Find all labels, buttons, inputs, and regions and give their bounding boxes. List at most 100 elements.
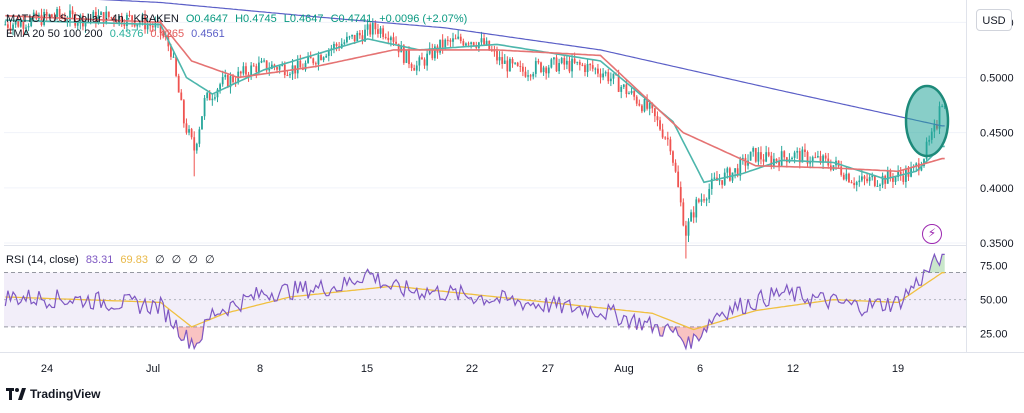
symbol-title[interactable]: MATIC / U.S. Dollar · 4h · KRAKEN <box>6 13 179 25</box>
candle-body <box>796 151 799 153</box>
candle-body <box>226 75 229 88</box>
tradingview-logo[interactable]: TradingView <box>6 386 100 402</box>
candle-body <box>423 59 426 66</box>
candle-body <box>82 15 84 27</box>
candle-body <box>377 29 379 34</box>
rsi-tick-label: 50.00 <box>980 295 1008 307</box>
low-value: L0.4647 <box>283 13 324 25</box>
candle-body <box>462 41 465 46</box>
ema-legend[interactable]: EMA 20 50 100 200 0.4376 0.4265 0.4561 <box>6 27 229 41</box>
candle-body <box>571 58 573 72</box>
candle-body <box>752 147 755 152</box>
close-value: C0.4741 <box>330 13 373 25</box>
candle-body <box>159 20 162 34</box>
lightning-icon[interactable]: ⚡ <box>922 224 942 244</box>
candle-body <box>736 168 739 176</box>
candle-body <box>594 68 597 70</box>
candle-body <box>804 149 806 153</box>
candle-body <box>529 75 532 77</box>
candle-body <box>793 152 796 158</box>
candle-body <box>74 14 77 26</box>
candle-body <box>568 60 571 72</box>
candle-body <box>775 158 778 161</box>
candle-body <box>760 152 762 160</box>
candle-body <box>289 74 291 76</box>
candle-body <box>309 56 312 59</box>
candle-body <box>597 68 599 74</box>
candle-body <box>356 32 359 42</box>
candle-body <box>268 68 271 71</box>
candle-body <box>195 143 198 151</box>
ema-label: EMA 20 50 100 200 <box>6 28 103 40</box>
candle-body <box>379 28 382 34</box>
candle-body <box>71 10 74 15</box>
candle-body <box>472 42 475 46</box>
candle-body <box>480 38 483 43</box>
candle-body <box>860 176 863 181</box>
candle-body <box>45 11 48 16</box>
candle-body <box>206 92 209 99</box>
candle-body <box>369 24 372 35</box>
candle-body <box>325 55 328 58</box>
candle-body <box>578 61 581 65</box>
candle-body <box>229 76 232 88</box>
candle-body <box>589 64 592 66</box>
candle-body <box>208 92 211 101</box>
rsi-legend[interactable]: RSI (14, close) 83.31 69.83 ∅ ∅ ∅ ∅ <box>6 253 219 267</box>
rsi-ma-value: 69.83 <box>120 254 148 266</box>
candle-body <box>203 98 206 117</box>
time-tick-label: 6 <box>697 363 703 375</box>
candle-body <box>4 24 7 26</box>
candle-body <box>669 139 672 152</box>
candle-body <box>778 160 780 166</box>
candle-body <box>343 42 346 44</box>
candle-body <box>822 155 824 163</box>
candle-body <box>754 147 757 162</box>
candle-body <box>915 163 918 167</box>
candle-body <box>845 173 848 180</box>
candle-body <box>545 67 548 74</box>
candle-body <box>452 38 454 42</box>
candle-body <box>620 86 623 92</box>
symbol-legend[interactable]: MATIC / U.S. Dollar · 4h · KRAKEN O0.464… <box>6 12 471 26</box>
candle-body <box>581 64 584 66</box>
candle-body <box>560 57 563 64</box>
candle-body <box>664 137 667 139</box>
candle-body <box>563 57 566 65</box>
candle-body <box>221 77 224 85</box>
candle-body <box>868 177 871 182</box>
candle-body <box>521 66 524 72</box>
candle-body <box>651 103 654 109</box>
candle-body <box>446 39 449 41</box>
candle-body <box>705 199 708 201</box>
candle-body <box>418 57 421 66</box>
open-value: O0.4647 <box>185 13 229 25</box>
candle-body <box>444 39 447 48</box>
currency-button[interactable]: USD <box>976 9 1012 31</box>
rsi-line <box>4 252 945 351</box>
candle-body <box>9 27 12 31</box>
candle-body <box>695 199 698 218</box>
candle-body <box>635 96 638 104</box>
time-tick-label: Aug <box>614 363 634 375</box>
candle-body <box>741 157 744 160</box>
candle-body <box>185 123 188 133</box>
candle-body <box>100 12 102 16</box>
candle-body <box>496 50 498 61</box>
candle-body <box>516 62 519 66</box>
candle-body <box>433 46 436 59</box>
high-value: H0.4745 <box>235 13 277 25</box>
candle-body <box>35 12 38 19</box>
price-tick-label: 0.5000 <box>980 73 1014 85</box>
candle-body <box>648 103 651 109</box>
candle-body <box>917 163 920 171</box>
candle-body <box>532 73 535 77</box>
rsi-tick-label: 25.00 <box>980 329 1008 341</box>
candle-body <box>540 62 542 73</box>
candle-body <box>50 14 53 18</box>
candle-body <box>239 71 242 74</box>
candle-body <box>389 37 392 41</box>
candle-body <box>749 151 752 161</box>
candle-body <box>141 16 144 23</box>
